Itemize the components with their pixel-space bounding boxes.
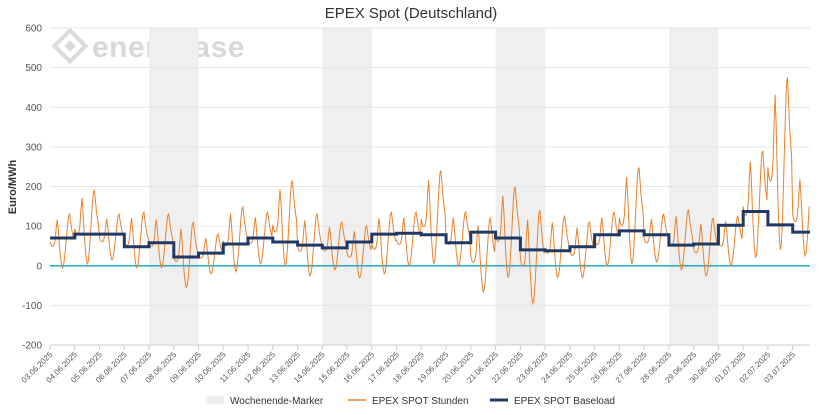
y-tick-label: 600 (25, 24, 42, 35)
legend-label-baseload: EPEX SPOT Baseload (514, 396, 615, 407)
y-axis-title: Euro/MWh (7, 160, 19, 215)
legend-item-wochenende[interactable]: Wochenende-Marker (206, 396, 324, 407)
enerchase-logo-icon (51, 27, 89, 65)
y-tick-label: -200 (22, 341, 42, 352)
y-tick-label: 200 (25, 182, 42, 193)
series-epex-spot-stunden-line (49, 77, 810, 306)
legend: Wochenende-Marker EPEX SPOT Stunden EPEX… (206, 396, 615, 407)
y-tick-label: -100 (22, 301, 42, 312)
legend-item-baseload[interactable]: EPEX SPOT Baseload (490, 396, 615, 407)
series-epex-spot-baseload-line (50, 210, 810, 259)
legend-label-wochenende: Wochenende-Marker (230, 396, 324, 407)
x-axis-ticks: 03.06.202504.06.202505.06.202506.06.2025… (20, 345, 797, 385)
y-axis-ticks: -200 -100 0 100 200 300 400 500 600 (22, 24, 42, 352)
legend-label-stunden: EPEX SPOT Stunden (372, 396, 469, 407)
y-tick-label: 500 (25, 63, 42, 74)
chart-title: EPEX Spot (Deutschland) (325, 5, 498, 22)
y-tick-label: 300 (25, 142, 42, 153)
y-tick-label: 100 (25, 222, 42, 233)
y-tick-label: 0 (36, 261, 42, 272)
legend-item-stunden[interactable]: EPEX SPOT Stunden (348, 396, 469, 407)
y-tick-label: 400 (25, 103, 42, 114)
legend-swatch-wochenende (206, 396, 224, 404)
